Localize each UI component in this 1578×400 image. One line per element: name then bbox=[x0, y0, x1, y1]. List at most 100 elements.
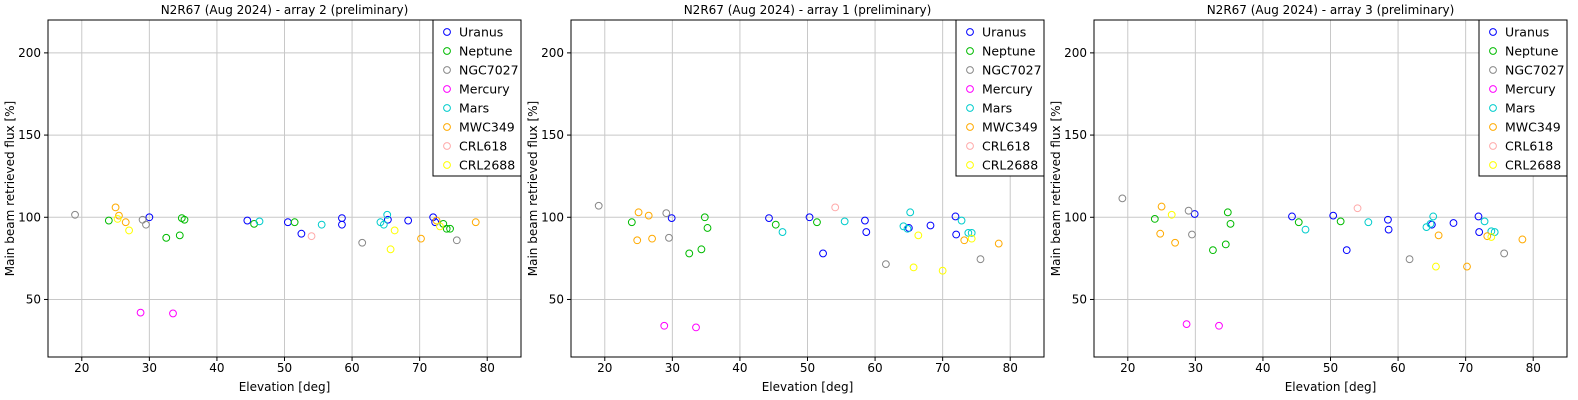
data-point-neptune bbox=[813, 218, 821, 227]
legend-entry: MWC349 bbox=[1505, 120, 1561, 135]
data-point-mars bbox=[1429, 212, 1438, 221]
y-axis-label: Main beam retrieved flux [%] bbox=[1049, 101, 1063, 277]
data-point-crl2688 bbox=[914, 231, 923, 240]
legend-marker bbox=[1489, 47, 1497, 55]
data-point-uranus bbox=[1384, 225, 1393, 234]
data-point-crl2688 bbox=[113, 215, 122, 223]
data-point-mars bbox=[1480, 217, 1489, 226]
legend-marker bbox=[1489, 123, 1497, 131]
data-point-crl618 bbox=[831, 203, 840, 212]
chart-title: N2R67 (Aug 2024) - array 1 (preliminary) bbox=[684, 3, 932, 17]
data-point-neptune bbox=[700, 213, 709, 222]
x-tick-label: 50 bbox=[800, 361, 815, 375]
x-tick-label: 40 bbox=[209, 361, 224, 375]
data-point-uranus bbox=[297, 229, 306, 238]
data-point-neptune bbox=[104, 216, 113, 225]
data-point-crl618 bbox=[307, 232, 316, 241]
legend-marker bbox=[966, 47, 974, 55]
legend-entry: Uranus bbox=[459, 25, 503, 40]
x-tick-label: 20 bbox=[1120, 361, 1135, 375]
data-point-mars bbox=[317, 220, 326, 229]
data-point-neptune bbox=[627, 218, 636, 227]
data-point-mars bbox=[1364, 218, 1373, 227]
legend-entry: Uranus bbox=[982, 25, 1026, 40]
y-tick-label: 50 bbox=[549, 292, 564, 306]
data-point-crl2688 bbox=[1167, 210, 1176, 219]
data-point-mwc349 bbox=[994, 239, 1003, 248]
x-tick-label: 20 bbox=[74, 361, 89, 375]
data-point-mwc349 bbox=[644, 211, 653, 220]
y-tick-label: 200 bbox=[1064, 46, 1087, 60]
data-point-ngc7027 bbox=[976, 255, 985, 264]
data-point-uranus bbox=[861, 216, 869, 225]
y-tick-label: 150 bbox=[541, 128, 564, 142]
legend-marker bbox=[1489, 28, 1497, 36]
data-point-uranus bbox=[1329, 211, 1338, 220]
x-tick-label: 20 bbox=[597, 361, 612, 375]
y-tick-label: 50 bbox=[1072, 292, 1087, 306]
data-point-crl2688 bbox=[967, 234, 976, 243]
y-axis-label: Main beam retrieved flux [%] bbox=[526, 101, 540, 277]
data-point-neptune bbox=[1294, 218, 1303, 227]
x-tick-label: 70 bbox=[1458, 361, 1473, 375]
data-point-crl2688 bbox=[125, 226, 133, 235]
y-tick-label: 50 bbox=[26, 292, 41, 306]
data-point-mwc349 bbox=[648, 234, 656, 243]
data-point-mars bbox=[840, 217, 849, 226]
legend-marker bbox=[443, 161, 451, 169]
x-axis-label: Elevation [deg] bbox=[239, 380, 331, 394]
legend-entry: Mercury bbox=[459, 82, 510, 97]
data-point-mars bbox=[957, 216, 966, 225]
data-point-ngc7027 bbox=[71, 210, 79, 219]
data-point-neptune bbox=[771, 220, 780, 229]
y-tick-label: 150 bbox=[1064, 128, 1087, 142]
data-point-mwc349 bbox=[432, 216, 441, 225]
legend-entry: Mars bbox=[982, 101, 1012, 116]
data-point-uranus bbox=[1475, 228, 1484, 236]
data-point-mars bbox=[964, 228, 973, 237]
data-point-ngc7027 bbox=[594, 201, 603, 210]
legend-marker bbox=[1489, 161, 1497, 169]
legend-marker bbox=[966, 66, 974, 74]
data-point-neptune bbox=[1221, 240, 1230, 249]
data-point-mars bbox=[383, 210, 392, 219]
data-point-mwc349 bbox=[1157, 202, 1166, 211]
data-point-ngc7027 bbox=[1405, 255, 1414, 264]
y-tick-label: 100 bbox=[18, 210, 41, 224]
data-point-uranus bbox=[926, 221, 935, 230]
y-tick-label: 200 bbox=[541, 46, 564, 60]
legend-entry: CRL618 bbox=[1505, 139, 1553, 154]
data-point-ngc7027 bbox=[1188, 230, 1196, 239]
x-tick-label: 70 bbox=[412, 361, 427, 375]
data-point-mars bbox=[778, 228, 787, 236]
legend-entry: NGC7027 bbox=[459, 63, 519, 78]
x-axis-label: Elevation [deg] bbox=[762, 380, 854, 394]
data-point-mwc349 bbox=[634, 208, 643, 217]
data-point-ngc7027 bbox=[1118, 194, 1127, 203]
data-point-neptune bbox=[697, 245, 706, 254]
legend-marker bbox=[1489, 66, 1497, 74]
legend-marker bbox=[443, 47, 451, 55]
data-point-uranus bbox=[1288, 212, 1296, 221]
data-point-crl2688 bbox=[386, 245, 395, 254]
legend-marker bbox=[443, 104, 451, 112]
data-point-mwc349 bbox=[1483, 232, 1492, 241]
data-point-neptune bbox=[446, 224, 454, 233]
data-point-uranus bbox=[404, 216, 413, 225]
legend-entry: NGC7027 bbox=[982, 63, 1042, 78]
data-point-mwc349 bbox=[121, 218, 130, 227]
x-axis-label: Elevation [deg] bbox=[1285, 380, 1377, 394]
data-point-uranus bbox=[904, 224, 913, 232]
legend-entry: MWC349 bbox=[459, 120, 515, 135]
data-point-neptune bbox=[1336, 217, 1345, 226]
x-tick-label: 30 bbox=[142, 361, 157, 375]
x-tick-label: 50 bbox=[1323, 361, 1338, 375]
legend-entry: CRL618 bbox=[982, 139, 1030, 154]
data-point-mwc349 bbox=[1434, 231, 1443, 240]
data-point-mwc349 bbox=[111, 203, 120, 212]
data-point-uranus bbox=[1342, 246, 1351, 255]
x-tick-label: 80 bbox=[1003, 361, 1018, 375]
